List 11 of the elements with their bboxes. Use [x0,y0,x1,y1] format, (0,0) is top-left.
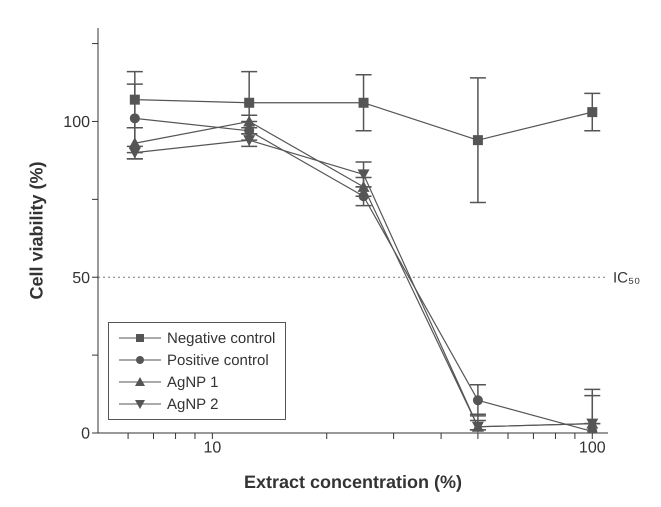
legend-label: AgNP 1 [167,374,218,390]
y-tick-label: 0 [81,426,90,443]
ref-line-label: IC₅₀ [613,270,640,287]
y-tick-label: 100 [63,114,90,132]
y-tick-label: 50 [72,270,90,287]
x-tick-label: 10 [203,439,222,456]
y-axis-title: Cell viability (%) [26,161,46,300]
x-axis-title: Extract concentration (%) [244,472,462,492]
legend-label: Negative control [167,330,276,346]
legend-label: AgNP 2 [167,396,218,412]
legend-label: Positive control [167,352,269,368]
